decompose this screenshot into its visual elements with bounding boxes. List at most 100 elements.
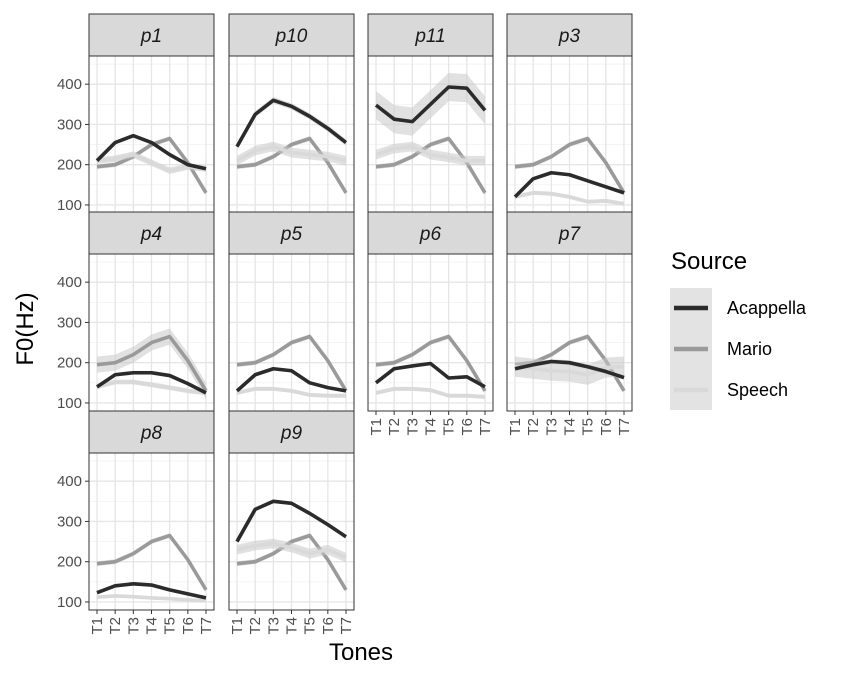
facet-strip-label: p4 xyxy=(140,224,162,245)
facet-strip xyxy=(367,211,494,255)
facet-p4: p4 100 200 300 400 xyxy=(57,211,215,412)
y-tick-label: 300 xyxy=(57,513,82,530)
series-line-speech xyxy=(375,387,486,399)
series-line-mario xyxy=(96,334,208,392)
series-line-mario xyxy=(96,533,208,591)
y-tick-label: 400 xyxy=(57,274,82,291)
y-tick-label: 100 xyxy=(57,594,82,611)
series-line-mario xyxy=(236,334,348,392)
series-line-acappella xyxy=(374,85,487,124)
facet-p6: p6 T1 T2 T3 T4 T5 T6 T7 xyxy=(367,211,494,436)
series-line-acappella xyxy=(96,582,207,600)
facet-strip xyxy=(88,410,215,454)
facet-strip-label: p11 xyxy=(414,26,445,47)
x-tick-label: T4 xyxy=(423,418,440,436)
series-line-mario xyxy=(514,136,626,194)
x-tick-label: T6 xyxy=(459,418,476,436)
legend-label-speech: Speech xyxy=(727,380,788,400)
x-axis-title: Tones xyxy=(329,639,393,666)
y-tick-label: 300 xyxy=(57,314,82,331)
series-line-speech xyxy=(236,541,347,560)
x-tick-label: T5 xyxy=(580,418,597,436)
x-tick-label: T2 xyxy=(107,617,124,635)
facet-strip-label: p1 xyxy=(140,26,162,47)
x-tick-label: T2 xyxy=(247,617,264,635)
legend-label-acappella: Acappella xyxy=(727,298,807,318)
facet-p7: p7 T1 T2 T3 T4 T5 T6 T7 xyxy=(506,211,633,436)
series-line-speech xyxy=(236,144,347,163)
series-line-acappella xyxy=(235,499,347,543)
series-line-acappella xyxy=(96,370,207,395)
series-line-speech xyxy=(375,144,485,163)
series-line-mario xyxy=(236,533,348,591)
y-tick-label: 200 xyxy=(57,157,82,174)
facet-strip xyxy=(228,211,355,255)
facet-strip-label: p3 xyxy=(558,26,581,47)
series-line-speech xyxy=(236,387,346,398)
x-tick-label: T3 xyxy=(265,617,282,635)
x-tick-label: T5 xyxy=(441,418,458,436)
series-line-acappella xyxy=(514,359,625,380)
facet-p3: p3 xyxy=(506,13,633,214)
facet-strip-label: p6 xyxy=(419,224,442,245)
facet-strip xyxy=(228,410,355,454)
y-axis-title: F0(Hz) xyxy=(12,292,39,365)
series-line-mario xyxy=(236,136,348,194)
y-tick-label: 100 xyxy=(57,197,82,214)
facet-p10: p10 xyxy=(228,13,355,214)
y-tick-label: 400 xyxy=(57,473,82,490)
facet-strip xyxy=(88,13,215,57)
x-tick-label: T7 xyxy=(616,418,633,436)
x-tick-label: T7 xyxy=(198,617,215,635)
series-line-speech xyxy=(514,364,625,377)
facet-strip xyxy=(506,211,633,255)
facet-p5: p5 xyxy=(228,211,355,412)
facet-p9: p9 T1 T2 T3 T4 T5 T6 T7 xyxy=(228,410,355,635)
x-tick-label: T1 xyxy=(89,617,106,635)
series-line-mario xyxy=(375,334,487,392)
x-tick-label: T6 xyxy=(598,418,615,436)
facet-strip-label: p5 xyxy=(280,224,303,245)
x-tick-label: T6 xyxy=(320,617,337,635)
facet-grid: p1 100 200 300 400 p10 p11 p3 p4 100 200 300 400 p5 p6… xyxy=(57,13,633,635)
legend-title: Source xyxy=(671,248,747,275)
series-line-acappella xyxy=(235,366,347,393)
series-line-speech xyxy=(96,380,207,395)
legend-label-mario: Mario xyxy=(727,339,772,359)
x-tick-label: T1 xyxy=(229,617,246,635)
series-line-acappella xyxy=(513,170,625,199)
x-tick-label: T3 xyxy=(404,418,421,436)
facet-strip xyxy=(88,211,215,255)
x-tick-label: T4 xyxy=(144,617,161,635)
x-tick-label: T1 xyxy=(507,418,524,436)
facet-strip-label: p8 xyxy=(140,423,163,444)
series-line-speech xyxy=(514,191,625,206)
facet-p1: p1 100 200 300 400 xyxy=(57,13,215,214)
y-tick-label: 400 xyxy=(57,76,82,93)
series-line-speech xyxy=(96,152,207,173)
x-tick-label: T7 xyxy=(477,418,494,436)
x-tick-label: T2 xyxy=(386,418,403,436)
x-tick-label: T1 xyxy=(368,418,385,436)
x-tick-label: T4 xyxy=(284,617,301,635)
series-line-acappella xyxy=(95,133,207,171)
y-tick-label: 300 xyxy=(57,116,82,133)
y-tick-label: 200 xyxy=(57,355,82,372)
y-tick-label: 100 xyxy=(57,395,82,412)
facet-p8: p8 100 200 300 400 T1 T2 T3 T4 T5 T6 T7 xyxy=(57,410,215,635)
facet-strip xyxy=(506,13,633,57)
facet-strip-label: p9 xyxy=(280,423,303,444)
ribbon-acappella xyxy=(237,97,346,150)
x-tick-label: T3 xyxy=(543,418,560,436)
facet-strip-label: p10 xyxy=(275,26,308,47)
facet-p11: p11 xyxy=(367,13,494,214)
y-tick-label: 200 xyxy=(57,554,82,571)
x-tick-label: T7 xyxy=(338,617,355,635)
x-tick-label: T3 xyxy=(125,617,142,635)
facet-strip-label: p7 xyxy=(558,224,582,245)
x-tick-label: T4 xyxy=(562,418,579,436)
series-line-acappella xyxy=(235,98,348,148)
series-line-acappella xyxy=(374,361,486,389)
x-tick-label: T2 xyxy=(525,418,542,436)
